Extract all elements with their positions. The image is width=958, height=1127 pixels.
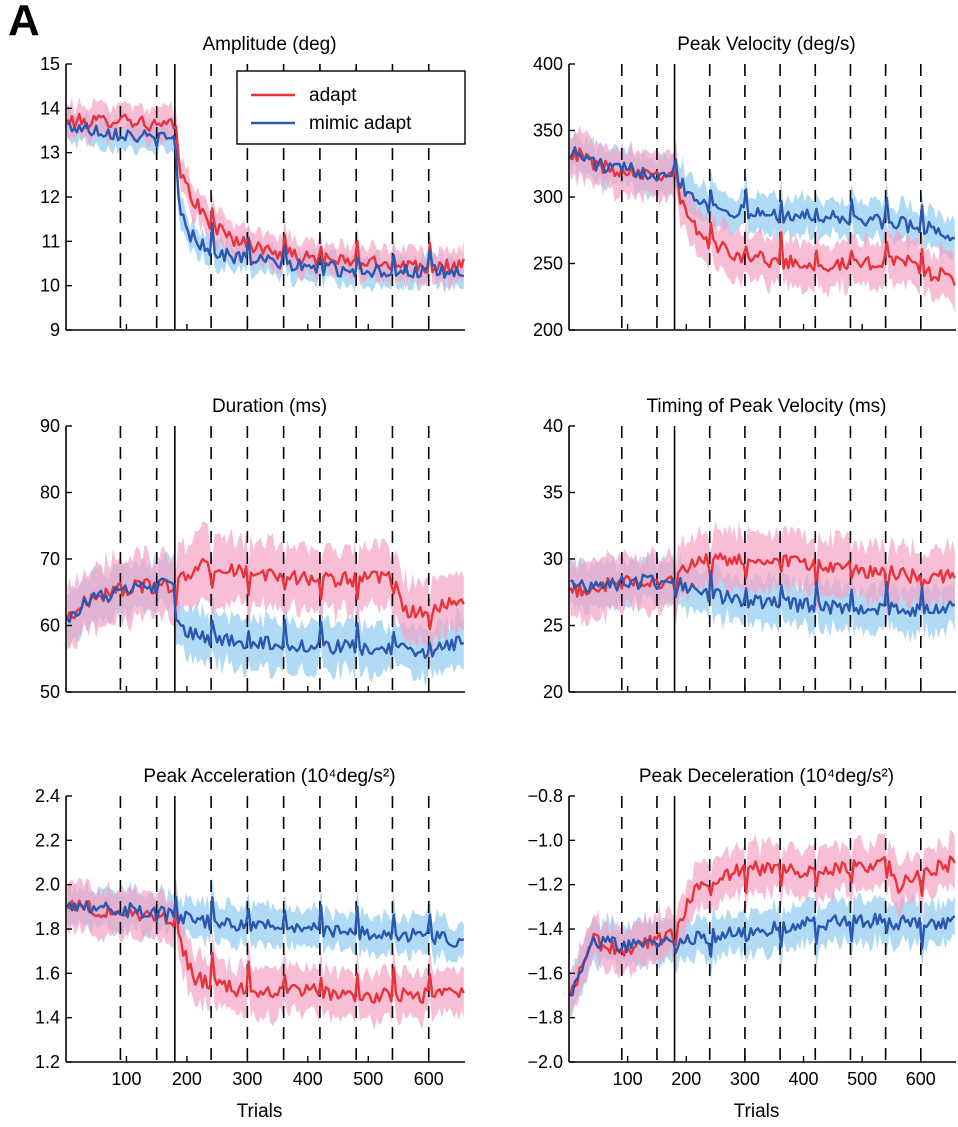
x-tick-label: 600: [414, 1069, 444, 1089]
y-tick-label: −1.0: [527, 830, 563, 850]
series-line-mimic-adapt: [66, 577, 465, 660]
series-line-mimic-adapt: [66, 896, 465, 948]
legend-label: mimic adapt: [309, 113, 412, 134]
error-bands: [570, 125, 955, 313]
y-tick-label: 13: [40, 143, 60, 163]
x-tick-label: 100: [111, 1069, 141, 1089]
y-tick-label: 35: [543, 483, 563, 503]
y-tick-label: 1.4: [35, 1008, 60, 1028]
x-axis-label: Trials: [734, 1101, 780, 1122]
band-mimic-adapt: [67, 875, 464, 967]
x-axis-label: Trials: [237, 1101, 283, 1122]
y-tick-label: 20: [543, 682, 563, 702]
y-tick-label: 70: [40, 549, 60, 569]
band-adapt: [67, 877, 464, 1031]
x-tick-label: 300: [232, 1069, 262, 1089]
chart-title: Duration (ms): [212, 396, 327, 417]
y-tick-label: 50: [40, 682, 60, 702]
y-tick-label: 90: [40, 416, 60, 436]
x-tick-label: 500: [847, 1069, 877, 1089]
y-tick-label: 80: [40, 483, 60, 503]
y-tick-label: 30: [543, 549, 563, 569]
error-bands: [570, 521, 955, 644]
band-adapt: [570, 830, 955, 1019]
series-line-mimic-adapt: [570, 570, 956, 617]
x-tick-label: 200: [172, 1069, 202, 1089]
y-tick-label: 400: [533, 54, 563, 74]
panel-label: A: [8, 0, 40, 45]
y-tick-label: −2.0: [527, 1052, 563, 1072]
legend: adapt mimic adapt: [236, 70, 466, 145]
x-tick-label: 400: [293, 1069, 323, 1089]
y-tick-label: 9: [50, 320, 60, 340]
chart-title: Peak Deceleration (10⁴deg/s²): [639, 766, 894, 787]
y-tick-label: −1.4: [527, 919, 563, 939]
band-adapt: [570, 125, 955, 313]
series-line-mimic-adapt: [67, 121, 465, 279]
y-tick-label: 2.2: [35, 830, 60, 850]
legend-box: [236, 70, 466, 145]
series-line-mimic-adapt: [569, 912, 956, 997]
y-tick-label: −1.2: [527, 875, 563, 895]
band-adapt: [570, 521, 955, 627]
y-tick-label: 14: [40, 98, 60, 118]
chart-title: Peak Acceleration (10⁴deg/s²): [143, 766, 395, 787]
series-line-adapt: [569, 855, 956, 997]
y-tick-label: 1.8: [35, 919, 60, 939]
chart-title: Timing of Peak Velocity (ms): [646, 396, 886, 417]
y-tick-label: 200: [533, 320, 563, 340]
y-tick-label: 10: [40, 276, 60, 296]
y-tick-label: −1.6: [527, 963, 563, 983]
y-tick-label: −1.8: [527, 1008, 563, 1028]
chart-panel-3: Duration (ms) 50 60 70 80 90: [40, 396, 465, 702]
chart-panel-5: Peak Acceleration (10⁴deg/s²) 1.2 1.4 1.6 1.…: [35, 766, 465, 1122]
chart-title: Peak Velocity (deg/s): [677, 34, 855, 55]
series-line-adapt: [66, 899, 465, 1004]
series-line-mimic-adapt: [569, 146, 956, 242]
y-tick-label: 1.6: [35, 963, 60, 983]
y-tick-label: 1.2: [35, 1052, 60, 1072]
series-line-adapt: [569, 552, 956, 599]
y-tick-label: 12: [40, 187, 60, 207]
y-tick-label: 15: [40, 54, 60, 74]
y-tick-label: 350: [533, 121, 563, 141]
y-tick-label: 250: [533, 254, 563, 274]
chart-panel-1: Amplitude (deg) 9 10 11 12 13 14 15 adapt mimic a…: [40, 34, 466, 340]
x-tick-label: 600: [906, 1069, 936, 1089]
chart-panel-4: Timing of Peak Velocity (ms) 20 25 30 35 40: [543, 396, 956, 702]
error-bands: [67, 521, 464, 688]
y-tick-label: 2.0: [35, 875, 60, 895]
x-tick-label: 400: [789, 1069, 819, 1089]
y-tick-label: 2.4: [35, 786, 60, 806]
y-tick-label: 40: [543, 416, 563, 436]
y-tick-label: 60: [40, 616, 60, 636]
series-line-adapt: [66, 113, 465, 274]
x-tick-label: 300: [730, 1069, 760, 1089]
chart-title: Amplitude (deg): [202, 34, 336, 55]
y-tick-label: 11: [41, 231, 60, 251]
chart-panel-6: Peak Deceleration (10⁴deg/s²) −2.0 −1.8 −1.…: [527, 766, 956, 1122]
x-tick-label: 500: [353, 1069, 383, 1089]
band-adapt: [67, 521, 464, 659]
y-tick-label: 300: [533, 187, 563, 207]
y-tick-label: −0.8: [527, 786, 563, 806]
error-bands: [67, 875, 464, 1031]
error-bands: [570, 830, 955, 1019]
legend-label: adapt: [309, 85, 357, 106]
x-tick-label: 100: [613, 1069, 643, 1089]
chart-panel-2: Peak Velocity (deg/s) 200 250 300 350 400: [533, 34, 956, 340]
x-tick-label: 200: [671, 1069, 701, 1089]
y-tick-label: 25: [543, 616, 563, 636]
